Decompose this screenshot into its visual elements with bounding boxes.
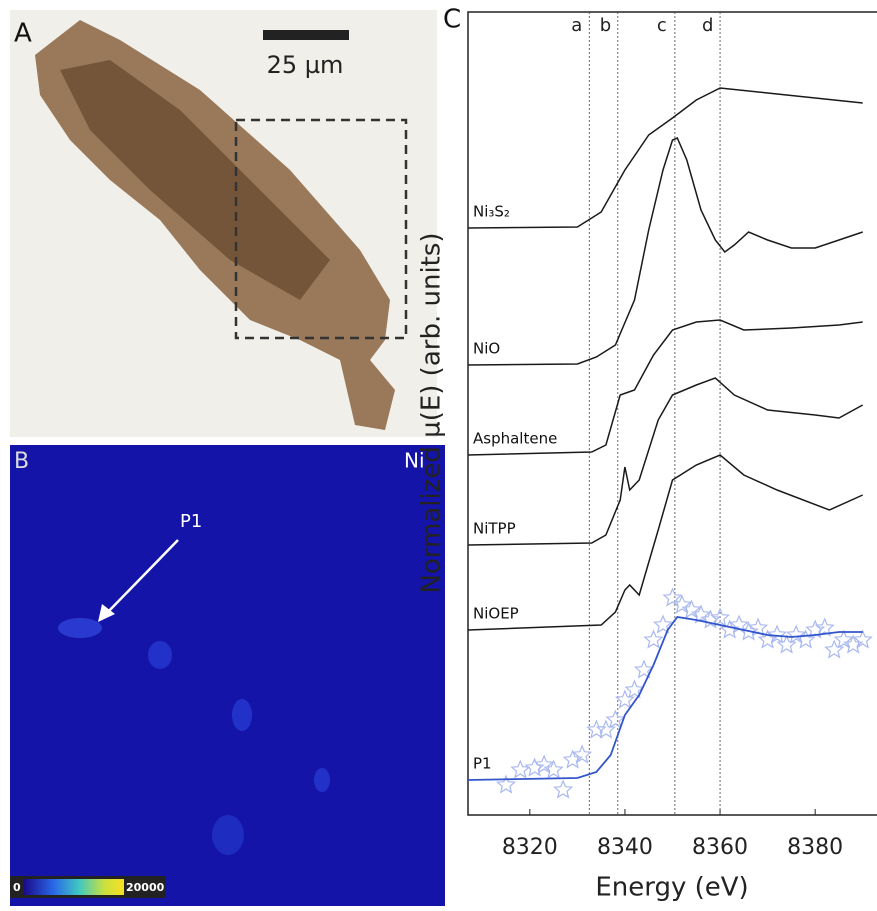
- data-point: [757, 629, 778, 649]
- colorbar-min: 0: [13, 881, 21, 894]
- series-label: NiO: [473, 340, 500, 358]
- panel-a: 25 µm A: [10, 10, 437, 437]
- element-label: Ni: [404, 449, 425, 473]
- series-label: P1: [473, 755, 492, 773]
- x-axis-title: Energy (eV): [595, 873, 748, 903]
- data-point: [852, 629, 873, 649]
- reference-label: d: [702, 15, 713, 36]
- data-point: [710, 607, 731, 627]
- annotation: P1: [180, 511, 202, 532]
- panel-c: C Energy (eV) Normalized µ(E) (arb. unit…: [417, 5, 877, 903]
- data-point: [524, 757, 545, 777]
- panel-label: C: [443, 5, 461, 35]
- hotspot: [58, 618, 102, 638]
- panel-label: A: [14, 19, 32, 49]
- data-point: [700, 609, 721, 629]
- data-point: [652, 614, 673, 634]
- data-point: [767, 624, 788, 644]
- spectrum-line: [467, 616, 863, 781]
- panel-b: P1 B Ni 0 20000: [10, 445, 445, 906]
- data-point: [643, 629, 664, 649]
- spectrum-line: [467, 87, 863, 229]
- data-point: [624, 679, 645, 699]
- series-label: Ni₃S₂: [473, 203, 510, 221]
- series-label: NiTPP: [473, 520, 516, 538]
- data-point: [510, 759, 531, 779]
- data-point: [633, 659, 654, 679]
- hotspot: [148, 641, 172, 669]
- series-label: Asphaltene: [473, 430, 557, 448]
- colorbar-max: 20000: [126, 881, 165, 894]
- data-point: [595, 719, 616, 739]
- data-point: [814, 617, 835, 637]
- hotspot: [232, 699, 252, 731]
- data-point: [795, 629, 816, 649]
- scale-bar: [263, 30, 349, 40]
- data-point: [562, 749, 583, 769]
- data-point: [614, 689, 635, 709]
- data-point: [776, 634, 797, 654]
- data-point: [719, 619, 740, 639]
- spectrum-line: [467, 377, 864, 546]
- series-label: NiOEP: [473, 605, 519, 623]
- x-tick-label: 8320: [502, 835, 558, 860]
- data-point: [833, 629, 854, 649]
- data-point: [691, 604, 712, 624]
- y-axis-title: Normalized µ(E) (arb. units): [417, 232, 447, 593]
- data-point: [672, 594, 693, 614]
- reference-label: b: [600, 15, 611, 36]
- panel-label: B: [14, 449, 29, 474]
- data-point: [586, 719, 607, 739]
- x-tick-label: 8360: [692, 835, 748, 860]
- x-tick-label: 8340: [597, 835, 653, 860]
- data-point: [534, 754, 555, 774]
- x-tick-label: 8380: [787, 835, 843, 860]
- data-point: [553, 779, 574, 799]
- hotspot: [212, 815, 244, 855]
- data-point: [496, 774, 517, 794]
- reference-label: a: [571, 15, 582, 36]
- data-point: [824, 639, 845, 659]
- colorbar: [24, 879, 124, 895]
- arrow: [104, 539, 179, 616]
- specimen-core: [60, 60, 330, 300]
- data-point: [605, 709, 626, 729]
- data-point: [543, 759, 564, 779]
- data-point: [748, 617, 769, 637]
- spectrum-line: [467, 137, 863, 366]
- arrow-head: [98, 604, 115, 622]
- axis-frame: [467, 11, 877, 816]
- data-point: [681, 599, 702, 619]
- spectrum-line: [467, 319, 863, 456]
- reference-label: c: [657, 15, 667, 36]
- scale-label: 25 µm: [267, 51, 344, 79]
- data-point: [805, 619, 826, 639]
- data-point: [843, 634, 864, 654]
- spectrum-line: [467, 454, 864, 631]
- region-box: [234, 118, 408, 340]
- hotspot: [314, 768, 330, 792]
- data-point: [786, 624, 807, 644]
- data-point: [572, 744, 593, 764]
- data-point: [662, 587, 683, 607]
